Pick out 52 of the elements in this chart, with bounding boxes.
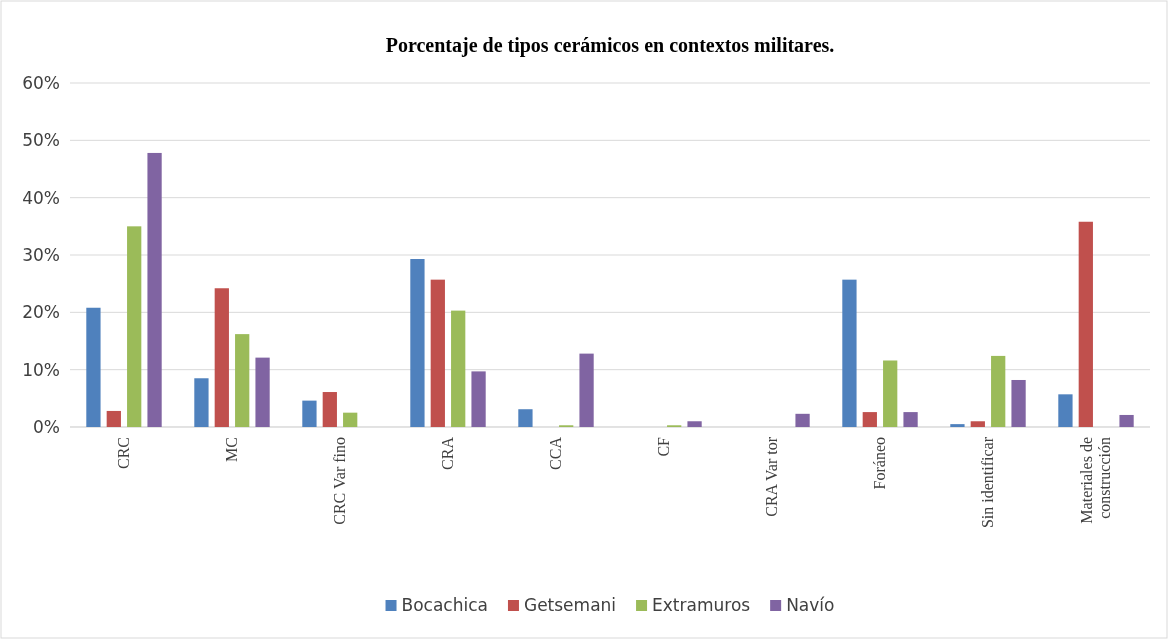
bar (322, 392, 337, 427)
y-tick-label: 10% (22, 359, 60, 380)
x-tick-label: CCA (547, 436, 564, 470)
x-tick-label: CRA (439, 436, 456, 470)
x-tick-label: Sin identificar (979, 436, 996, 529)
bar (194, 378, 209, 427)
bar (255, 357, 270, 427)
bar (795, 413, 810, 427)
bar (471, 371, 486, 427)
y-tick-label: 50% (22, 130, 60, 151)
bar (106, 410, 121, 427)
chart-title: Porcentaje de tipos cerámicos en contextos militares. (385, 34, 835, 57)
bar (86, 307, 101, 427)
bar (147, 152, 162, 427)
bar (235, 334, 250, 427)
bar (430, 279, 445, 427)
bar (127, 226, 142, 427)
bar (970, 421, 985, 427)
x-tick-label: Foráneo (871, 437, 888, 490)
bar (687, 421, 702, 427)
bar (451, 310, 466, 427)
legend-label: Navío (786, 595, 835, 615)
y-tick-label: 20% (22, 302, 60, 323)
bar (883, 360, 898, 427)
bar (842, 279, 857, 427)
y-tick-label: 40% (22, 187, 60, 208)
x-tick-label: CRC (115, 437, 132, 470)
legend-label: Bocachica (401, 595, 488, 615)
x-tick-label: CRC Var fino (331, 437, 348, 525)
bar (1119, 414, 1134, 427)
x-tick-label: CF (655, 436, 672, 457)
x-tick-label: MC (223, 437, 240, 462)
bar (991, 355, 1006, 427)
bar (950, 424, 965, 427)
y-tick-label: 0% (33, 416, 60, 437)
legend-label: Getsemani (523, 595, 617, 615)
bar (1011, 379, 1026, 427)
bar (302, 400, 317, 427)
legend-label: Extramuros (652, 595, 751, 615)
bar (343, 412, 358, 427)
bar (579, 353, 594, 427)
bar (903, 412, 918, 427)
x-tick-label: CRA Var tor (763, 436, 780, 517)
x-tick-label: Materiales de construcción (1078, 437, 1113, 524)
bar (862, 412, 877, 427)
bar (214, 288, 229, 427)
y-tick-label: 60% (22, 72, 60, 93)
bar (518, 409, 533, 427)
y-tick-label: 30% (22, 244, 60, 265)
bar (1078, 221, 1093, 427)
bar (1058, 394, 1073, 427)
bar (410, 259, 425, 427)
